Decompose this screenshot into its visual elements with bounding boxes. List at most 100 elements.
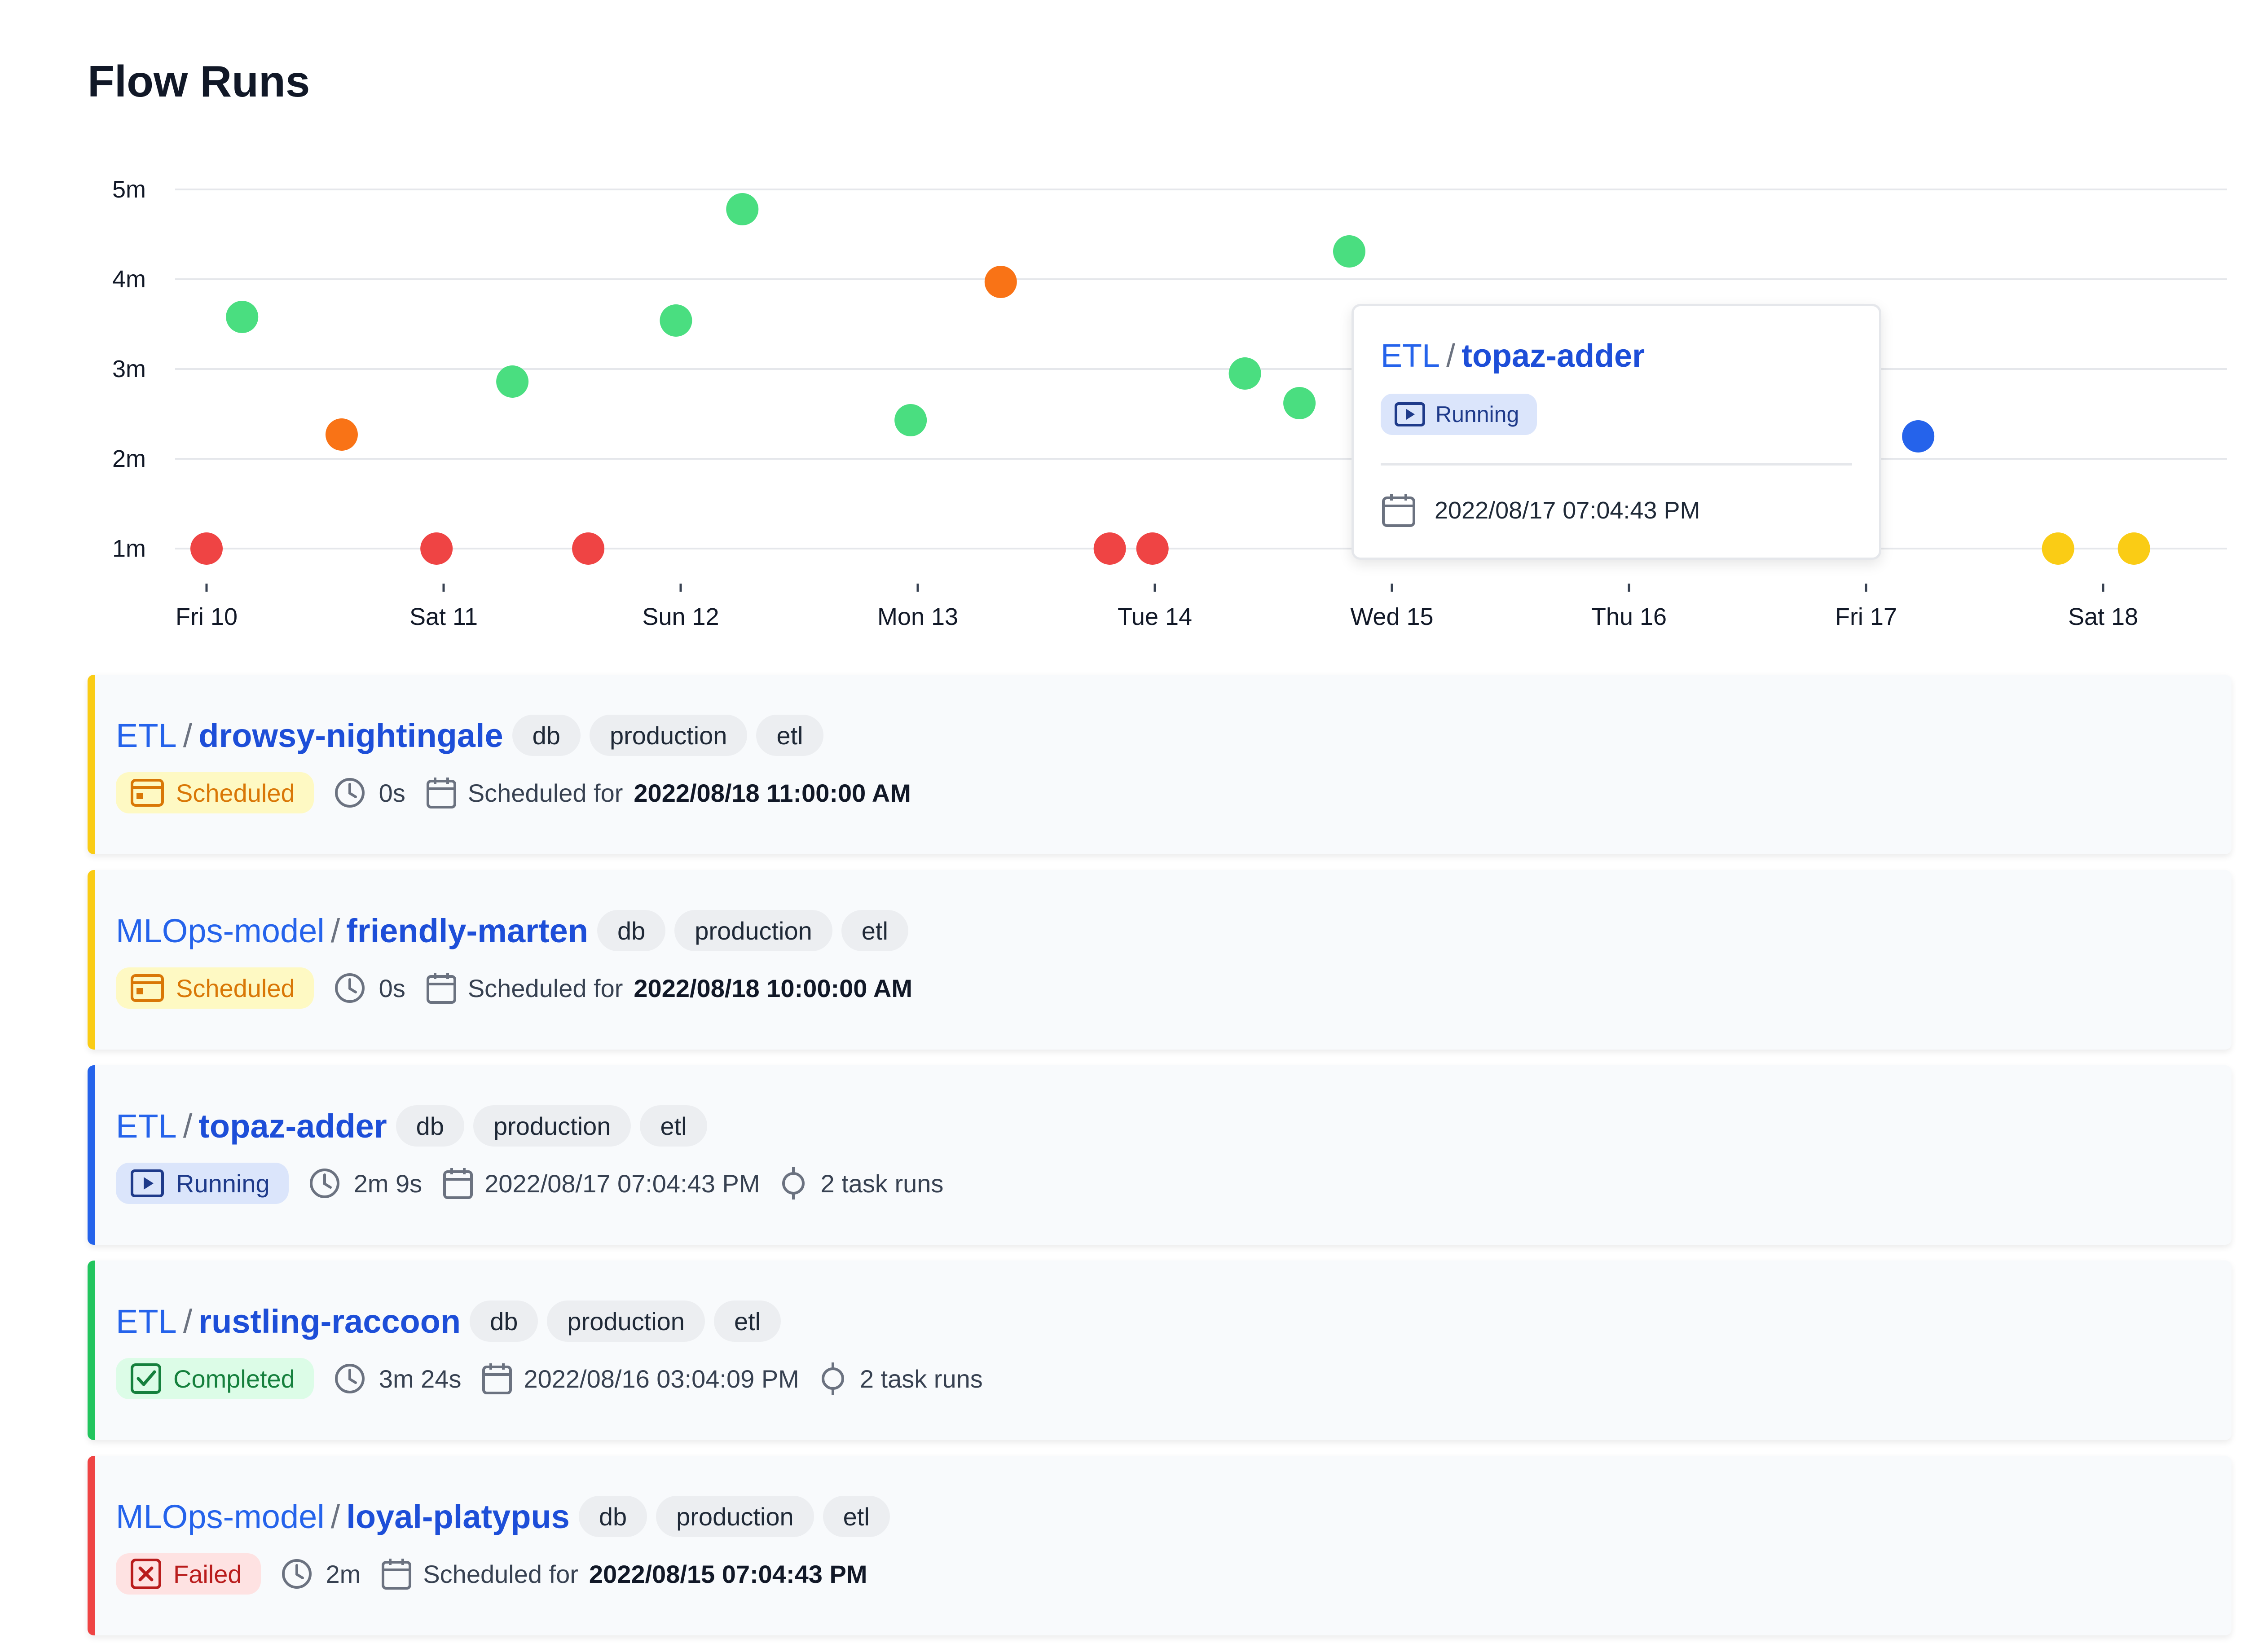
flow-name-link[interactable]: MLOps-model [116,912,325,949]
tag-etl[interactable]: etl [756,715,823,756]
tag-production[interactable]: production [473,1105,631,1147]
tag-etl[interactable]: etl [640,1105,707,1147]
x-tick-label: Fri 10 [176,603,238,630]
date-prefix: Scheduled for [467,778,623,807]
run-point-late[interactable] [325,418,358,451]
flow-name-link[interactable]: ETL [116,1302,177,1340]
run-point-completed[interactable] [1283,387,1316,419]
state-running-icon [130,1169,164,1198]
calendar-icon [1381,492,1417,528]
flow-name-link[interactable]: ETL [116,1107,177,1145]
flow-run-card[interactable]: ETL / rustling-raccoon db production etl Com… [88,1261,2232,1440]
run-point-failed[interactable] [420,532,453,565]
tag-etl[interactable]: etl [823,1496,890,1537]
run-point-completed[interactable] [894,404,927,436]
x-tick-label: Fri 17 [1835,603,1897,630]
flow-run-card[interactable]: MLOps-model / friendly-marten db production… [88,870,2232,1050]
tag-production[interactable]: production [547,1301,705,1342]
date: 2022/08/16 03:04:09 PM [481,1362,799,1395]
tag-db[interactable]: db [597,910,666,951]
run-header: MLOps-model / friendly-marten db production… [116,906,908,955]
run-point-late[interactable] [984,266,1017,298]
separator: / [330,1498,340,1535]
duration: 0s [334,972,405,1004]
clock-icon [281,1558,313,1590]
state-badge: Scheduled [116,772,314,813]
tag-db[interactable]: db [470,1301,538,1342]
duration-value: 2m [326,1560,361,1588]
flow-run-card[interactable]: ETL / drowsy-nightingale db production etl S… [88,675,2232,854]
run-name-link[interactable]: topaz-adder [198,1107,387,1145]
state-bar [88,1065,95,1245]
run-point-completed[interactable] [726,193,759,225]
tooltip-title: ETL / topaz-adder [1381,338,1645,374]
tooltip-flow-name[interactable]: ETL [1381,338,1440,374]
date: 2022/08/17 07:04:43 PM [442,1167,760,1199]
flow-name-link[interactable]: MLOps-model [116,1498,325,1535]
run-header: ETL / drowsy-nightingale db production etl [116,711,823,760]
run-name-link[interactable]: loyal-platypus [346,1498,570,1535]
run-header: MLOps-model / loyal-platypus db production e… [116,1492,890,1541]
run-point-completed[interactable] [496,365,529,398]
run-date: 2022/08/18 10:00:00 AM [634,974,912,1002]
duration-value: 0s [379,974,405,1002]
run-point-failed[interactable] [190,532,223,565]
state-badge: Scheduled [116,967,314,1009]
run-title: ETL / rustling-raccoon [116,1302,461,1340]
run-details: Scheduled 0s Scheduled for 2022/08/18 11:… [116,768,911,817]
run-point-running[interactable] [1902,420,1935,453]
tag-production[interactable]: production [589,715,748,756]
run-details: Completed 3m 24s 2022/08/16 03:04:09 PM … [116,1354,983,1403]
run-point-scheduled[interactable] [2042,532,2074,565]
run-name-link[interactable]: drowsy-nightingale [198,716,503,754]
run-point-failed[interactable] [1136,532,1169,565]
flow-run-card[interactable]: ETL / topaz-adder db production etl Running … [88,1065,2232,1245]
task-runs: 2 task runs [780,1166,943,1200]
date: Scheduled for 2022/08/18 10:00:00 AM [426,972,912,1004]
state-badge: Running [116,1163,289,1204]
tag-db[interactable]: db [396,1105,464,1147]
tag-production[interactable]: production [674,910,832,951]
y-tick-label: 4m [112,266,146,293]
run-point-failed[interactable] [572,532,605,565]
state-label: Completed [173,1364,295,1393]
clock-icon [334,972,365,1004]
tag-db[interactable]: db [512,715,581,756]
separator: / [183,716,193,754]
calendar-icon [426,972,457,1004]
state-label: Running [176,1169,270,1198]
tag-db[interactable]: db [578,1496,647,1537]
clock-icon [334,777,365,808]
tag-etl[interactable]: etl [713,1301,781,1342]
x-tick-label: Wed 15 [1350,603,1433,630]
separator: / [330,912,340,949]
flow-name-link[interactable]: ETL [116,716,177,754]
state-label: Scheduled [176,778,295,807]
run-point-completed[interactable] [1228,357,1261,390]
run-details: Scheduled 0s Scheduled for 2022/08/18 10:… [116,963,912,1013]
run-title: ETL / drowsy-nightingale [116,716,503,755]
date: Scheduled for 2022/08/18 11:00:00 AM [426,777,911,809]
task-runs-count: 2 task runs [820,1169,944,1198]
duration: 2m [281,1558,361,1590]
state-badge: Completed [116,1358,314,1399]
y-tick-label: 3m [112,356,146,382]
tooltip-run-name[interactable]: topaz-adder [1461,338,1645,374]
y-tick-label: 1m [112,535,146,562]
separator: / [183,1107,193,1145]
run-point-completed[interactable] [226,301,259,333]
x-tick-label: Thu 16 [1591,603,1667,630]
state-scheduled-icon [130,778,164,807]
run-point-scheduled[interactable] [2117,532,2150,565]
tag-production[interactable]: production [656,1496,814,1537]
run-point-failed[interactable] [1093,532,1126,565]
flow-run-card[interactable]: MLOps-model / loyal-platypus db production e… [88,1456,2232,1635]
run-point-completed[interactable] [1333,235,1365,268]
run-point-completed[interactable] [660,304,692,337]
run-name-link[interactable]: rustling-raccoon [198,1302,461,1340]
duration-value: 3m 24s [379,1364,462,1393]
tag-etl[interactable]: etl [841,910,908,951]
state-badge: Failed [116,1553,261,1595]
run-name-link[interactable]: friendly-marten [346,912,588,949]
x-tick-label: Sun 12 [642,603,719,630]
